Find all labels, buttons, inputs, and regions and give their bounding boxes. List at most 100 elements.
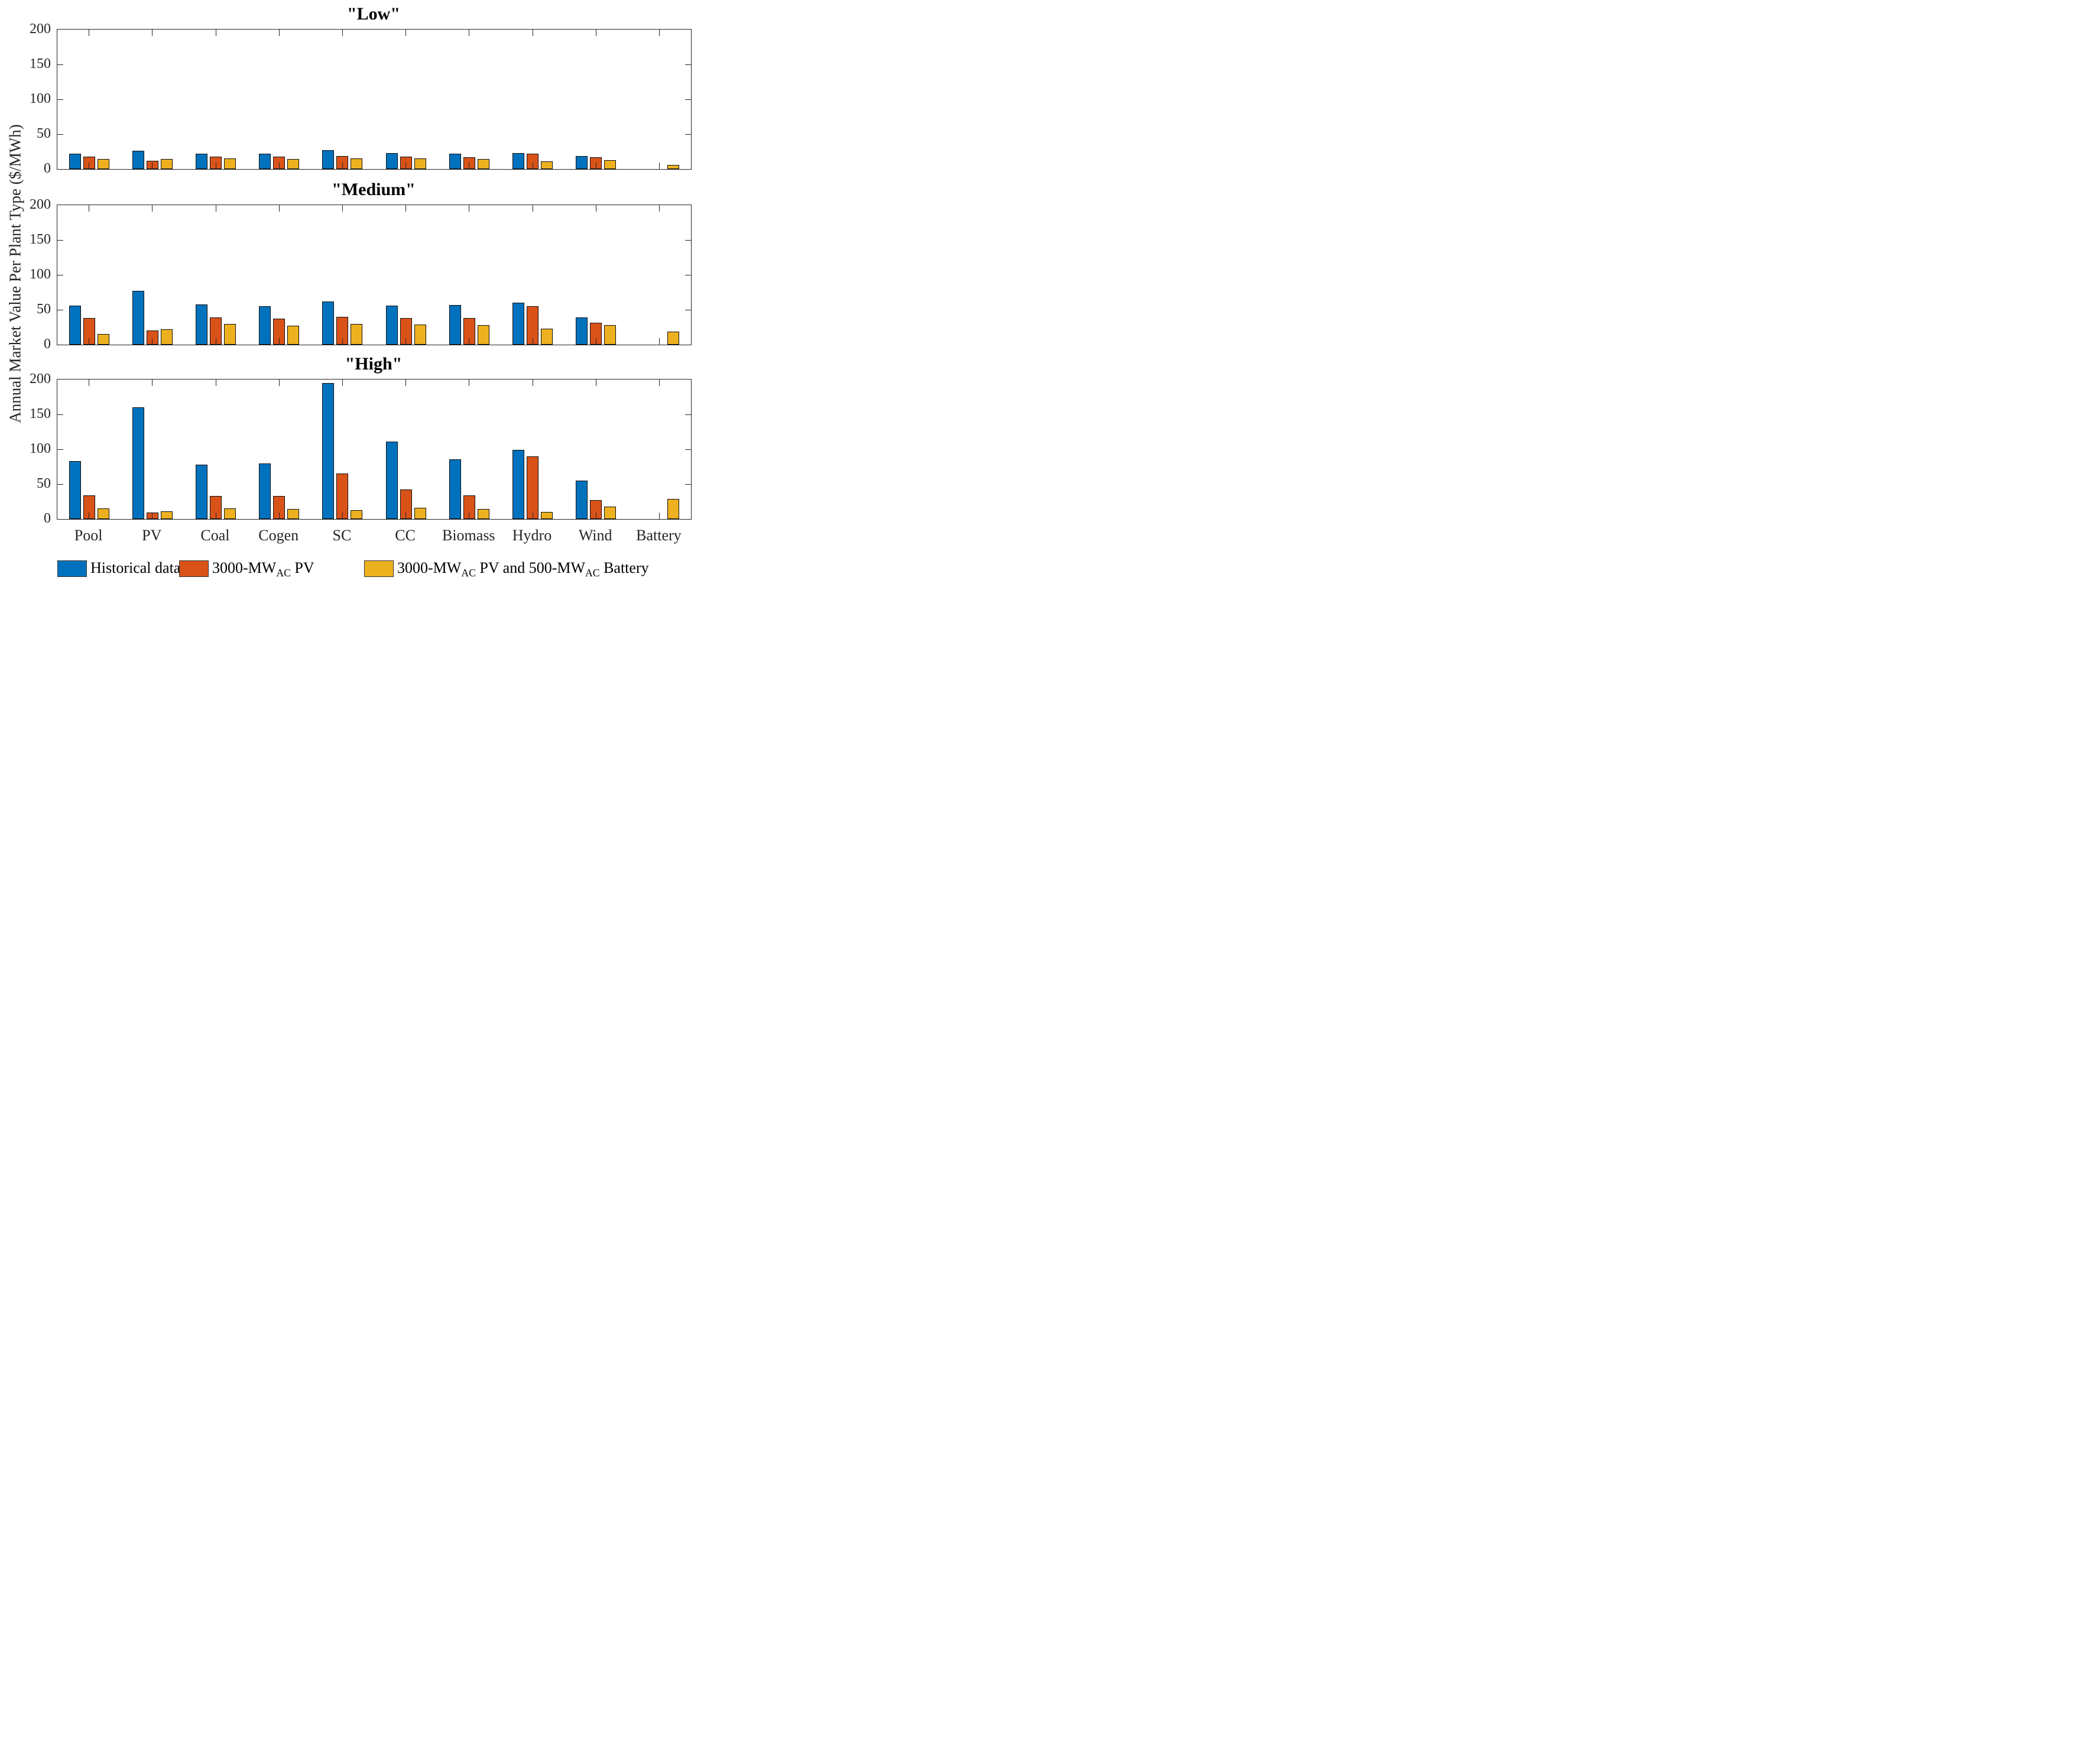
y-tick-mark	[57, 64, 63, 65]
category-label-cogen: Cogen	[258, 527, 299, 544]
x-tick-mark	[658, 380, 660, 386]
y-tick-label: 50	[37, 476, 51, 491]
x-tick-mark	[658, 30, 660, 36]
category-label-hydro: Hydro	[512, 527, 552, 544]
x-tick-mark	[405, 513, 407, 519]
y-tick-mark	[685, 414, 691, 415]
bar-high-biomass-historical	[449, 459, 461, 519]
y-tick-label: 100	[30, 267, 51, 282]
bar-low-pool-historical	[69, 154, 81, 169]
x-tick-mark	[405, 163, 407, 169]
bar-high-cogen-historical	[259, 463, 271, 519]
bar-medium-coal-historical	[196, 304, 207, 345]
y-tick-label: 50	[37, 126, 51, 141]
y-tick-label: 150	[30, 56, 51, 72]
bar-high-wind-historical	[576, 481, 588, 519]
x-tick-mark	[152, 380, 153, 386]
bar-low-wind-pv-battery	[604, 160, 617, 169]
category-label-coal: Coal	[200, 527, 230, 544]
bar-high-battery-pv-battery	[667, 499, 680, 519]
figure: Annual Market Value Per Plant Type ($/MW…	[0, 0, 700, 588]
bar-low-hydro-pv-battery	[541, 161, 553, 169]
x-tick-mark	[278, 163, 280, 169]
x-tick-mark	[342, 163, 343, 169]
legend-swatch-pv	[179, 560, 209, 577]
bar-medium-cogen-historical	[259, 306, 271, 345]
bar-high-coal-historical	[196, 465, 207, 519]
bar-high-coal-pv-battery	[224, 508, 236, 519]
bar-high-biomass-pv-battery	[477, 509, 489, 519]
legend-label-part: AC	[461, 567, 476, 579]
bar-high-cogen-pv-battery	[287, 509, 300, 519]
y-tick-mark	[685, 449, 691, 450]
legend-label-historical: Historical data	[90, 559, 180, 577]
x-tick-mark	[405, 205, 407, 212]
bar-high-sc-pv-battery	[351, 510, 363, 519]
bar-high-cc-pv-battery	[414, 508, 426, 519]
legend-swatch-pv-battery	[364, 560, 394, 577]
bar-low-cc-pv-battery	[414, 158, 426, 169]
category-label-battery: Battery	[636, 527, 682, 544]
x-tick-mark	[152, 163, 153, 169]
x-tick-mark	[658, 338, 660, 345]
x-tick-mark	[278, 205, 280, 212]
y-tick-mark	[685, 134, 691, 135]
bar-low-sc-historical	[322, 150, 335, 169]
y-tick-mark	[685, 64, 691, 65]
bar-low-wind-historical	[576, 156, 588, 169]
y-tick-mark	[685, 484, 691, 485]
x-category-labels: Pool PV Coal Cogen SC CC Biomass Hydro Wind Batte…	[57, 527, 690, 548]
y-tick-mark	[57, 134, 63, 135]
bar-high-hydro-historical	[512, 450, 524, 519]
bar-medium-battery-pv-battery	[667, 332, 680, 345]
bar-low-cc-historical	[385, 153, 398, 169]
category-label-sc: SC	[332, 527, 352, 544]
y-tick-label: 150	[30, 232, 51, 247]
bar-low-cogen-historical	[259, 154, 271, 169]
x-tick-mark	[342, 30, 343, 36]
category-label-pool: Pool	[74, 527, 103, 544]
category-label-pv: PV	[142, 527, 162, 544]
legend-label-part: Historical data	[90, 559, 181, 576]
bar-low-pv-pv-battery	[160, 159, 173, 169]
y-tick-mark	[57, 414, 63, 415]
bar-medium-sc-historical	[322, 301, 335, 345]
legend: Historical data 3000-MWAC PV 3000-MWAC PV …	[0, 557, 700, 588]
y-tick-mark	[685, 239, 691, 241]
bar-medium-pv-pv-battery	[160, 329, 173, 345]
subplot-low-title: "Low"	[347, 4, 400, 24]
y-tick-label: 150	[30, 406, 51, 421]
category-label-biomass: Biomass	[442, 527, 495, 544]
subplot-low-axes	[57, 29, 692, 170]
x-tick-mark	[342, 513, 343, 519]
legend-label-part: PV and 500-MW	[475, 559, 586, 576]
bar-low-sc-pv-battery	[351, 158, 363, 169]
legend-label-pv-battery: 3000-MWAC PV and 500-MWAC Battery	[397, 559, 649, 579]
subplot-high-axes	[57, 379, 692, 520]
bar-low-biomass-pv-battery	[477, 159, 489, 169]
y-tick-label: 200	[30, 197, 51, 212]
y-tick-mark	[57, 449, 63, 450]
y-tick-label: 100	[30, 91, 51, 106]
bar-medium-sc-pv-battery	[351, 324, 363, 345]
bar-high-pv-historical	[132, 407, 144, 519]
y-tick-label: 0	[44, 511, 51, 526]
x-tick-mark	[278, 338, 280, 345]
bar-high-pool-pv-battery	[97, 508, 109, 519]
y-tick-label: 200	[30, 21, 51, 37]
x-tick-mark	[658, 163, 660, 169]
y-tick-label: 200	[30, 371, 51, 387]
bar-medium-biomass-historical	[449, 305, 461, 345]
bar-medium-biomass-pv-battery	[477, 325, 489, 345]
bar-medium-cc-pv-battery	[414, 325, 426, 345]
bar-high-hydro-pv	[527, 456, 538, 519]
category-label-wind: Wind	[578, 527, 612, 544]
legend-label-part: PV	[290, 559, 314, 576]
x-tick-mark	[405, 30, 407, 36]
legend-label-part: AC	[276, 567, 291, 579]
bar-medium-pv-historical	[132, 291, 144, 345]
legend-label-part: AC	[585, 567, 600, 579]
bar-high-sc-historical	[322, 383, 335, 519]
bar-high-pool-historical	[69, 461, 81, 519]
x-tick-mark	[342, 205, 343, 212]
